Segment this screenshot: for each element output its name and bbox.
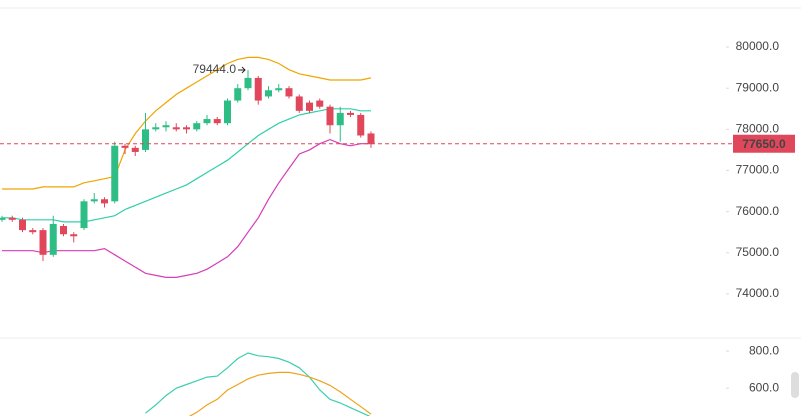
y-tick-label: 80000.0 bbox=[736, 39, 780, 53]
candle-body bbox=[80, 201, 88, 229]
candle-body bbox=[224, 100, 231, 124]
candle-body bbox=[285, 88, 293, 97]
candle-body bbox=[254, 77, 262, 101]
y-tick-label: 800.0 bbox=[749, 343, 779, 357]
candle-body bbox=[101, 199, 108, 204]
candle-body bbox=[295, 96, 303, 111]
annotation-arrow bbox=[238, 66, 246, 74]
candle-body bbox=[8, 217, 16, 220]
y-tick-label: 78000.0 bbox=[736, 122, 780, 136]
candle-body bbox=[60, 226, 67, 235]
candle-body bbox=[213, 119, 221, 124]
price-axis: 74000.0 75000.0 76000.0 77000.0 78000.0 79000… bbox=[726, 39, 779, 394]
candle-body bbox=[306, 102, 313, 111]
indicator-line bbox=[2, 56, 372, 190]
candle-body bbox=[183, 127, 190, 130]
y-tick-label: 79000.0 bbox=[736, 80, 780, 94]
candle-body bbox=[121, 145, 129, 148]
candle-body bbox=[275, 88, 283, 91]
candle-body bbox=[90, 199, 98, 202]
y-tick-label: 76000.0 bbox=[736, 204, 780, 218]
candle-body bbox=[326, 106, 334, 126]
candle-body bbox=[347, 112, 354, 115]
candle-body bbox=[152, 127, 160, 130]
last-price-box bbox=[733, 134, 795, 153]
candle-body bbox=[19, 219, 26, 231]
price-panel bbox=[0, 56, 375, 278]
candle-body bbox=[29, 230, 37, 233]
candle-body bbox=[244, 77, 252, 89]
last-price-label: 77650.0 bbox=[742, 137, 786, 151]
candle-body bbox=[265, 90, 272, 97]
candle-body bbox=[203, 119, 211, 124]
candle-body bbox=[111, 145, 119, 202]
indicator-line bbox=[145, 352, 371, 416]
candle-body bbox=[70, 234, 78, 237]
y-tick-label: 600.0 bbox=[749, 380, 779, 394]
high-annotation: 79444.0 bbox=[193, 62, 237, 76]
candle-body bbox=[142, 129, 149, 150]
candle-body bbox=[234, 88, 242, 101]
candle-body bbox=[131, 147, 139, 152]
y-tick-label: 77000.0 bbox=[736, 163, 780, 177]
indicator-line bbox=[2, 108, 371, 223]
candle-body bbox=[172, 127, 180, 130]
candle-body bbox=[39, 230, 47, 255]
indicator-line bbox=[2, 138, 371, 278]
y-tick-label: 74000.0 bbox=[736, 286, 780, 300]
candle-body bbox=[357, 114, 365, 136]
candle-body bbox=[49, 223, 57, 255]
scroll-handle[interactable] bbox=[791, 372, 799, 398]
candle-body bbox=[336, 112, 344, 126]
candle-body bbox=[367, 133, 375, 144]
candle-body bbox=[0, 217, 6, 220]
y-tick-label: 75000.0 bbox=[736, 245, 780, 259]
candle-body bbox=[316, 100, 324, 107]
candle-body bbox=[162, 125, 170, 128]
indicator-line bbox=[188, 371, 372, 416]
candle-body bbox=[193, 123, 201, 130]
indicator-panel bbox=[145, 352, 372, 416]
